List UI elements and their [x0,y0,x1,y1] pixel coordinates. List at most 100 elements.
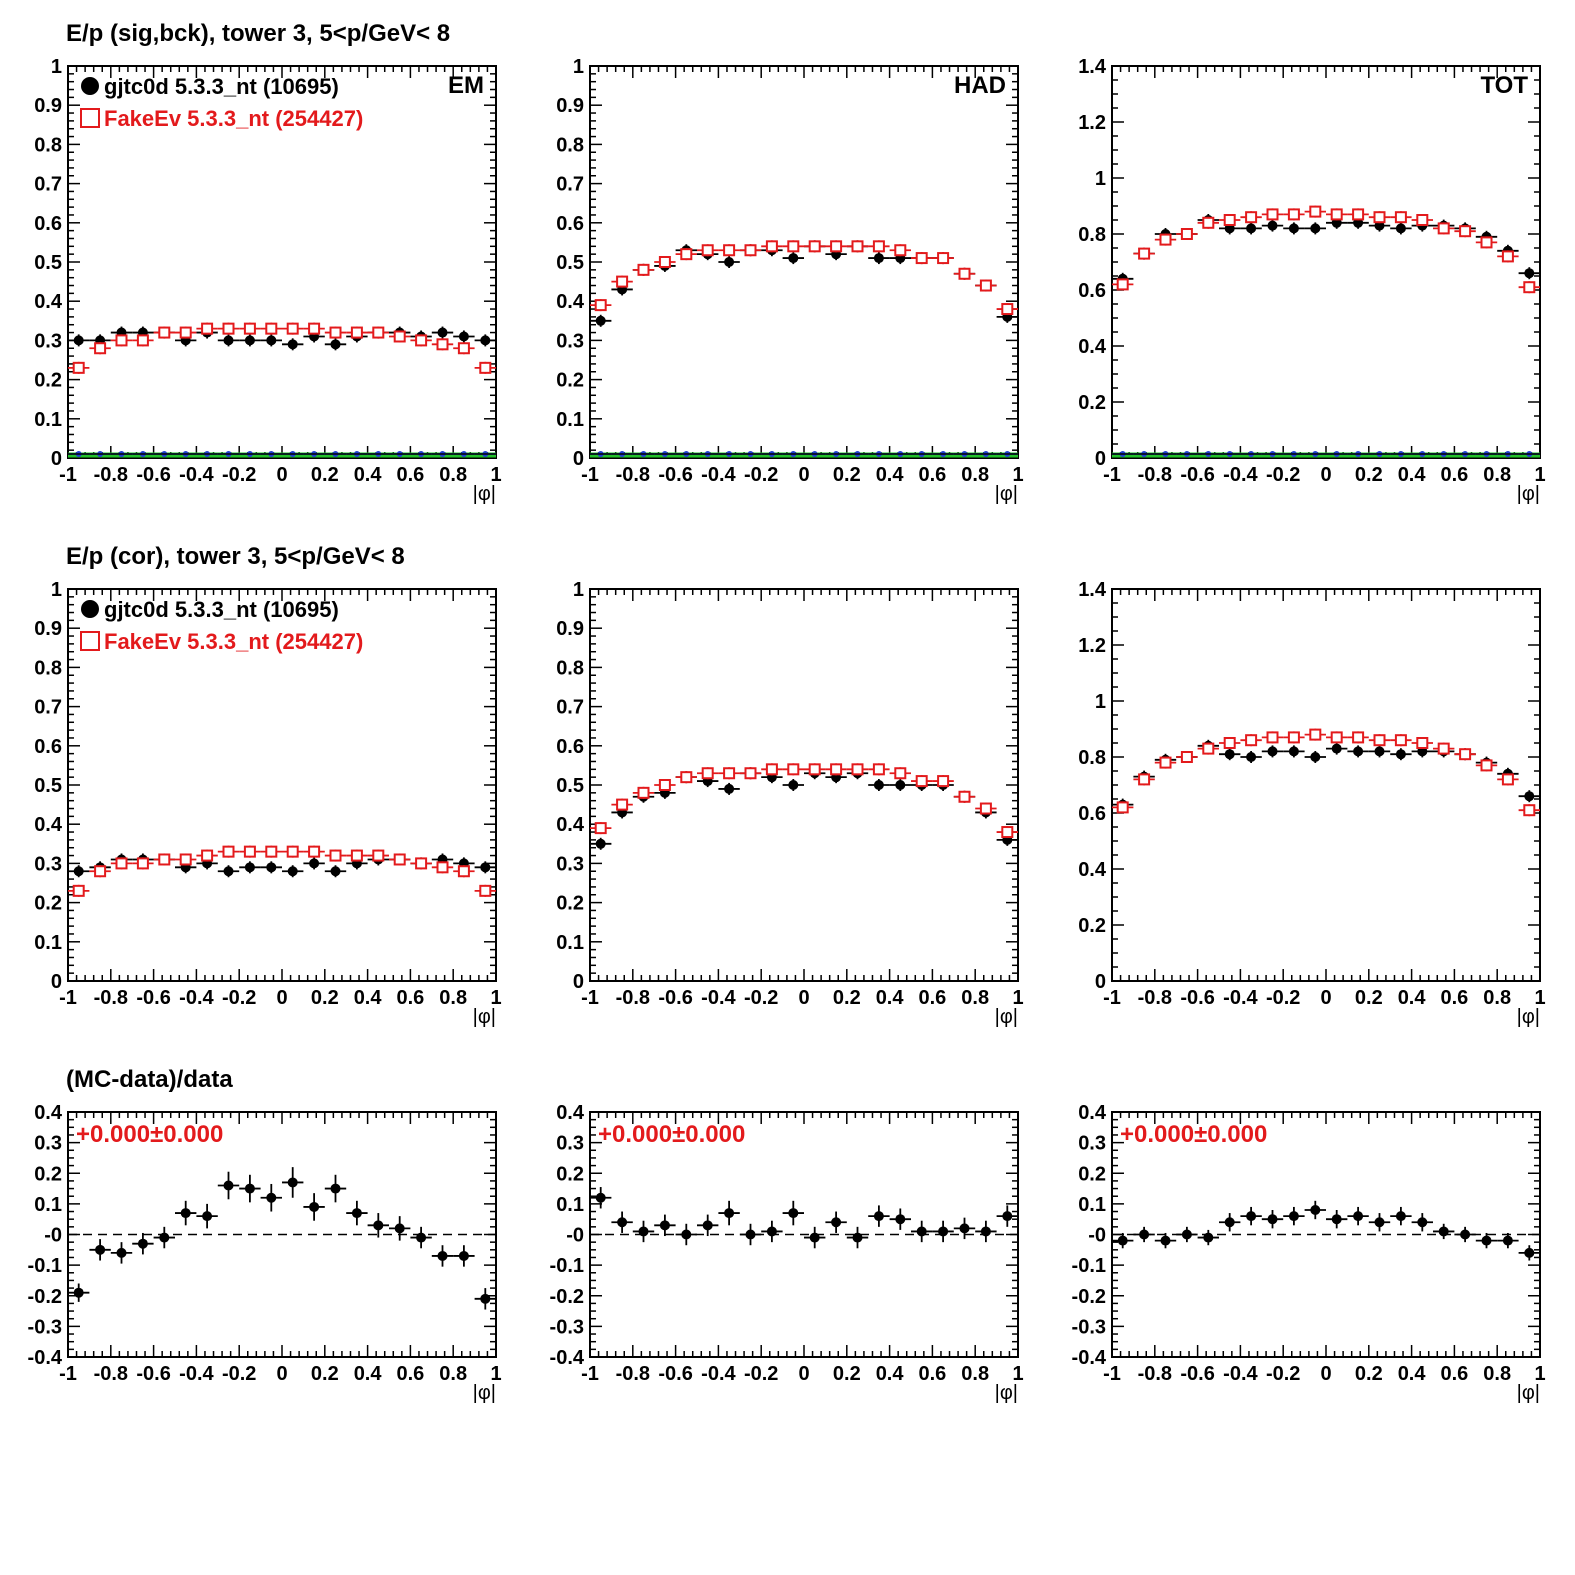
x-tick-label: -0.6 [136,1363,170,1385]
y-tick-label: 1.2 [1078,635,1106,657]
y-tick-label: -0.1 [28,1255,62,1277]
y-tick-label: 0.6 [1078,803,1106,825]
data-point [980,1226,991,1237]
data-point-mc [1330,731,1343,744]
data-point [1395,1211,1406,1222]
data-point [1524,791,1535,802]
data-point-mc [915,252,928,265]
data-point [180,1208,191,1219]
x-tick-label: 0.4 [354,464,383,486]
y-tick-label: -0.2 [550,1286,584,1308]
data-point [1267,220,1278,231]
y-tick-label: 0.4 [1078,1102,1107,1124]
x-tick-label: 0 [1320,1363,1331,1385]
x-tick-label: 1 [1534,1363,1545,1385]
panel-r3-had: -1 -0.8 -0.6 -0.4 -0.2 0 0.2 0.4 0.6 0.8 1|φ|-0.4-… [550,1102,1024,1404]
x-tick-label: -0.2 [222,1363,256,1385]
data-point [73,335,84,346]
y-tick-label: 0.2 [34,1163,62,1185]
x-tick-label: 0.6 [396,1363,424,1385]
data-point [1002,1211,1013,1222]
data-point-mc [1116,801,1129,814]
x-axis-label: |φ| [473,483,496,505]
x-tick-label: -0.8 [616,464,650,486]
x-tick-label: 0 [798,464,809,486]
data-point [73,866,84,877]
y-tick-label: 0.3 [34,1133,62,1155]
data-point-mc [808,240,821,253]
fit-annotation: +0.000±0.000 [76,1121,223,1148]
data-point-mc [1459,748,1472,761]
x-tick-label: -0.6 [136,987,170,1009]
data-point [659,1220,670,1231]
fit-annotation: +0.000±0.000 [1120,1121,1267,1148]
x-tick-label: 0.2 [311,987,339,1009]
y-tick-label: 0.5 [34,252,62,274]
data-point [1267,746,1278,757]
y-tick-label: 1.4 [1078,579,1107,601]
panel-r1-tot: -1 -0.8 -0.6 -0.4 -0.2 0 0.2 0.4 0.6 0.8 1|φ|00.20… [1078,56,1545,505]
data-point [437,327,448,338]
y-tick-label: 0 [51,971,62,993]
y-tick-label: 0.7 [556,174,584,196]
data-point [1310,223,1321,234]
x-tick-label: 0 [798,1363,809,1385]
data-point-mc [830,763,843,776]
data-point [788,1208,799,1219]
x-tick-label: -0.4 [179,464,214,486]
data-point-mc [1001,303,1014,316]
y-tick-label: 0 [573,971,584,993]
data-point-mc [72,884,85,897]
data-point-mc [286,845,299,858]
data-point-mc [1202,216,1215,229]
x-axis-label: |φ| [473,1006,496,1028]
x-tick-label: 1 [1534,464,1545,486]
x-tick-label: 0.8 [1483,1363,1511,1385]
data-point [938,1226,949,1237]
x-tick-label: 0.4 [1398,464,1427,486]
data-point-mc [787,763,800,776]
data-point [244,1183,255,1194]
y-tick-label: -0.2 [28,1286,62,1308]
data-point-mc [937,775,950,788]
data-point-mc [94,865,107,878]
x-tick-label: 0.8 [439,987,467,1009]
x-tick-label: 0.6 [918,1363,946,1385]
data-point-mc [979,279,992,292]
data-point [1246,1211,1257,1222]
y-tick-label: 0.1 [556,409,584,431]
x-tick-label: 0.4 [876,464,905,486]
x-tick-label: -0.6 [658,1363,692,1385]
x-tick-label: 0 [1320,464,1331,486]
x-tick-label: 0.6 [396,987,424,1009]
y-tick-label: -0.4 [1072,1347,1107,1369]
panel-r2-had: -1 -0.8 -0.6 -0.4 -0.2 0 0.2 0.4 0.6 0.8 1|φ|00.10… [556,579,1023,1028]
data-point [458,1250,469,1261]
data-point-mc [979,802,992,815]
data-point [330,866,341,877]
x-tick-label: -0.6 [658,464,692,486]
data-point-mc [393,853,406,866]
y-tick-label: 0.1 [34,932,62,954]
x-tick-label: -0.2 [1266,1363,1300,1385]
data-point [1310,1205,1321,1215]
y-tick-label: 0.9 [34,95,62,117]
data-point-mc [479,884,492,897]
data-point-mc [1352,208,1365,221]
data-point-mc [658,256,671,268]
y-tick-label: 0.1 [556,1194,584,1216]
data-point [458,331,469,342]
data-point [480,862,491,873]
y-tick-label: 0.2 [34,893,62,915]
x-tick-label: -1 [59,464,77,486]
data-point-mc [94,342,107,355]
data-point [724,1208,735,1219]
y-tick-label: 0.7 [34,174,62,196]
x-tick-label: -1 [1103,464,1121,486]
x-tick-label: 0.2 [833,1363,861,1385]
data-point [638,1226,649,1237]
data-point-mc [136,857,149,870]
y-tick-label: 0.4 [1078,859,1107,881]
panel-r1-had: -1 -0.8 -0.6 -0.4 -0.2 0 0.2 0.4 0.6 0.8 1|φ|00.10… [556,56,1023,505]
data-point [351,1208,362,1219]
